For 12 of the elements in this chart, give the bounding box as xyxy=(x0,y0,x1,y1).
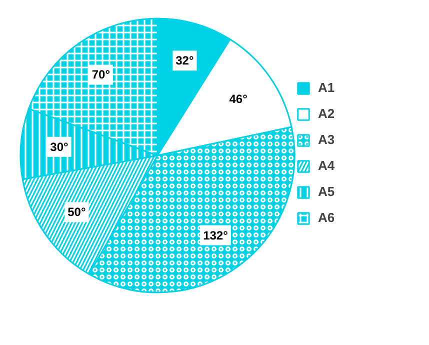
data-label: 132° xyxy=(203,228,228,242)
data-label: 32° xyxy=(176,54,194,68)
data-label: 50° xyxy=(68,205,86,220)
legend-label: A1 xyxy=(318,80,336,95)
legend-label: A5 xyxy=(318,184,336,199)
data-label: 30° xyxy=(50,140,69,154)
legend-label: A6 xyxy=(318,210,336,225)
legend-label: A3 xyxy=(318,132,336,147)
legend-label: A2 xyxy=(318,106,336,121)
data-label: 70° xyxy=(92,68,110,82)
data-label: 46° xyxy=(229,92,248,106)
legend-label: A4 xyxy=(318,158,336,173)
